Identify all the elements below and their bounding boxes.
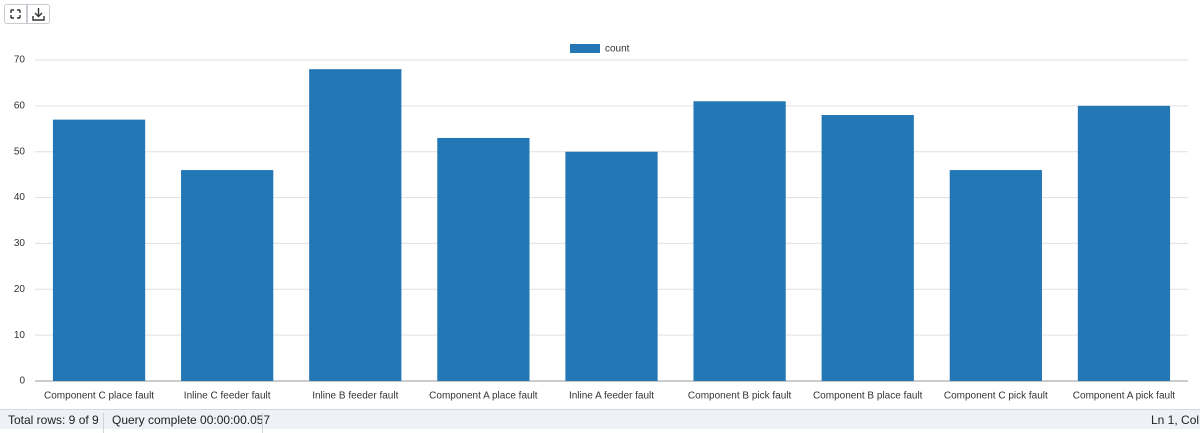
bar [309, 69, 402, 382]
y-tick-label: 30 [14, 238, 26, 249]
expand-icon [10, 9, 21, 19]
x-tick-label: Component B place fault [813, 391, 923, 402]
download-icon [32, 8, 45, 21]
bar [437, 137, 530, 381]
legend-label: count [605, 44, 630, 55]
row-count: Total rows: 9 of 9 [8, 413, 99, 427]
x-tick-label: Component B pick fault [688, 391, 792, 402]
y-tick-label: 20 [14, 284, 26, 295]
bar [693, 101, 786, 382]
y-tick-label: 10 [14, 330, 26, 341]
x-tick-label: Component A pick fault [1073, 391, 1176, 402]
x-tick-label: Component A place fault [429, 391, 538, 402]
separator [262, 413, 263, 433]
download-button[interactable] [27, 4, 50, 24]
bar [52, 119, 146, 381]
legend-swatch [570, 44, 600, 53]
x-tick-label: Component C place fault [44, 391, 154, 402]
status-bar: Total rows: 9 of 9 Query complete 00:00:… [0, 409, 1200, 433]
y-tick-label: 70 [14, 55, 26, 66]
y-tick-label: 50 [14, 146, 26, 157]
bar [565, 151, 658, 381]
bar [1077, 105, 1171, 381]
x-tick-label: Inline A feeder fault [569, 391, 654, 402]
y-tick-label: 60 [14, 100, 26, 111]
query-status: Query complete 00:00:00.057 [112, 413, 271, 427]
bar [949, 170, 1042, 381]
cursor-position: Ln 1, Col 1 [1151, 413, 1200, 427]
x-tick-label: Inline B feeder fault [312, 391, 398, 402]
chart: 0 10 20 30 40 50 60 70 count Component C place fa… [14, 44, 1188, 402]
x-tick-label: Component C pick fault [944, 391, 1048, 402]
expand-button[interactable] [4, 4, 27, 24]
separator [103, 413, 104, 433]
bar [181, 170, 274, 381]
y-tick-label: 40 [14, 192, 26, 203]
bar [821, 115, 914, 382]
y-tick-label: 0 [19, 376, 25, 387]
x-tick-label: Inline C feeder fault [184, 391, 271, 402]
